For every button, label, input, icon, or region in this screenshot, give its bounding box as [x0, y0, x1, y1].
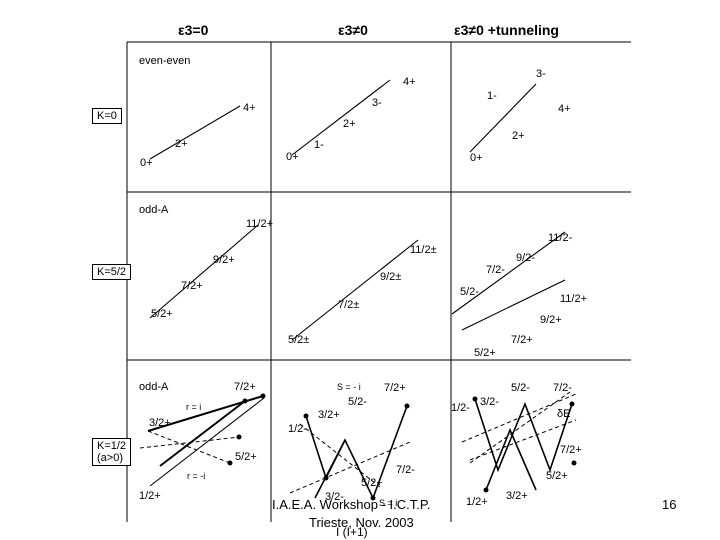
level-label: 0+: [470, 152, 483, 164]
level-label: 9/2+: [540, 314, 562, 326]
level-label: 1/2-: [451, 402, 470, 414]
footer-location: Trieste, Nov. 2003: [309, 515, 414, 530]
k12-label-line2: (a>0): [97, 452, 123, 464]
even-even-levels: [149, 79, 537, 160]
level-label: 1-: [487, 90, 497, 102]
level-label: 4+: [558, 103, 571, 115]
delta-e-label: δE: [557, 408, 571, 420]
odd-k12-col3-dots: [472, 396, 577, 493]
header-eps-tunneling: ε3≠0 +tunneling: [454, 22, 559, 38]
level-label: 9/2-: [516, 252, 535, 264]
level-label: 11/2-: [548, 232, 573, 244]
level-label: 5/2-: [460, 286, 479, 298]
level-label: 5/2-: [511, 382, 530, 394]
level-label: 3/2+: [149, 417, 171, 429]
odd-k12-col3-zigzag: [461, 391, 577, 491]
level-label: 1-: [314, 139, 324, 151]
level-label: 1/2+: [466, 496, 488, 508]
k52-label: K=5/2: [92, 264, 132, 280]
page-number: 16: [662, 497, 677, 512]
level-label: 7/2+: [234, 381, 256, 393]
level-label: 5/2+: [361, 477, 383, 489]
r-minus-i-label: r = -i: [187, 471, 206, 481]
level-label: 7/2-: [396, 464, 415, 476]
level-label: 7/2+: [511, 334, 533, 346]
level-label: 5/2+: [151, 308, 173, 320]
level-label: 3/2-: [480, 396, 499, 408]
level-label: 7/2+: [384, 382, 406, 394]
level-label: 7/2+: [560, 444, 582, 456]
level-label: 1/2-: [288, 423, 307, 435]
k12-label: K=1/2 (a>0): [92, 438, 132, 466]
level-label: 5/2+: [546, 470, 568, 482]
footer-overlap-s-i: S = i: [379, 498, 398, 508]
footer-workshop: I.A.E.A. Workshop - I.C.T.P.: [272, 497, 431, 512]
level-label: 3-: [536, 68, 546, 80]
k12-label-line1: K=1/2: [97, 440, 127, 452]
level-label: 9/2+: [213, 254, 235, 266]
level-label: 4+: [403, 76, 416, 88]
header-eps-nonzero: ε3≠0: [338, 22, 368, 38]
footer-overlap-i-i1: I (I+1): [336, 525, 368, 539]
k0-label: K=0: [92, 108, 122, 124]
level-label: 2+: [343, 118, 356, 130]
odd-a-title: odd-A: [139, 204, 169, 216]
level-label: 1/2+: [139, 490, 161, 502]
grid-frame: [126, 41, 631, 522]
level-label: 5/2-: [348, 396, 367, 408]
header-eps-zero: ε3=0: [178, 22, 209, 38]
odd-k12-col1-levels: [139, 395, 265, 487]
level-label: 3/2-: [325, 491, 344, 503]
odd-k52-levels: [149, 224, 566, 341]
level-label: 3-: [372, 97, 382, 109]
odd-a-k12-title: odd-A: [139, 381, 169, 393]
level-label: 3/2+: [506, 490, 528, 502]
odd-k12-col2-dots: [303, 403, 410, 501]
level-label: 2+: [175, 138, 188, 150]
level-label: 11/2+: [246, 218, 274, 230]
level-label: 0+: [140, 157, 153, 169]
level-label: 7/2±: [338, 299, 360, 311]
level-label: 2+: [512, 130, 525, 142]
level-label: 3/2+: [318, 409, 340, 421]
signature-s-minus-i: S = - i: [337, 382, 361, 392]
level-label: 11/2+: [560, 293, 588, 305]
level-label: 7/2-: [553, 382, 572, 394]
level-label: 9/2±: [380, 271, 402, 283]
even-even-title: even-even: [139, 55, 191, 67]
level-label: 0+: [286, 151, 299, 163]
level-label: 11/2±: [410, 244, 437, 256]
level-label: 7/2-: [486, 264, 505, 276]
level-label: 5/2±: [288, 334, 310, 346]
level-label: 7/2+: [181, 280, 203, 292]
level-label: 5/2+: [474, 347, 496, 359]
odd-k12-col2-zigzag: [289, 405, 411, 501]
level-label: 4+: [243, 102, 256, 114]
r-plus-i-label: r = i: [186, 402, 202, 412]
odd-k12-col1-dots: [227, 393, 266, 466]
level-label: 5/2+: [235, 451, 257, 463]
